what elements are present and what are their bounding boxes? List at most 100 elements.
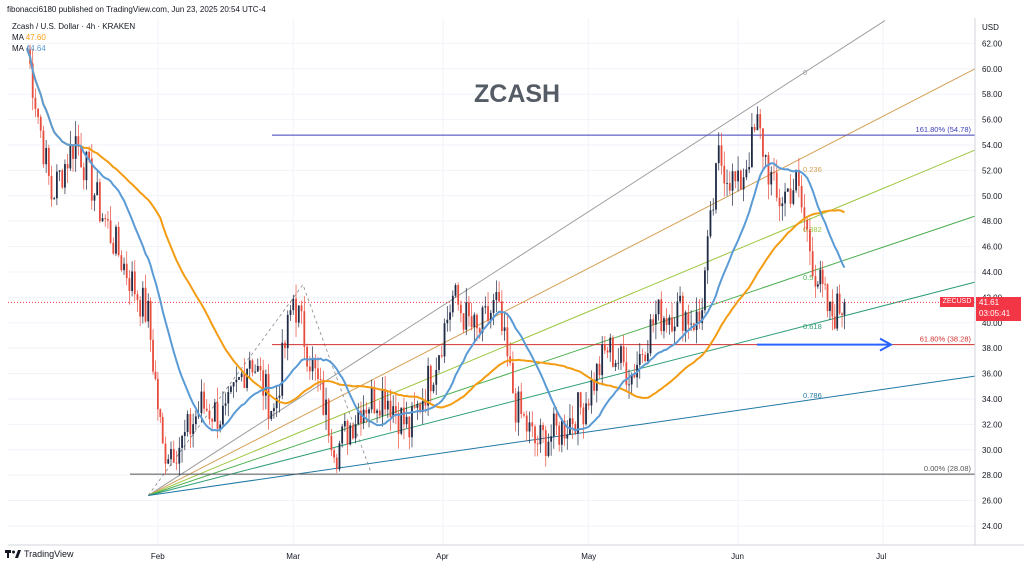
- candle-body: [638, 354, 641, 365]
- candle-body: [211, 419, 214, 422]
- candle-body: [657, 299, 660, 315]
- candle-body: [786, 188, 789, 192]
- ma1-legend[interactable]: MA 47.60: [12, 33, 46, 42]
- candle-body: [227, 391, 230, 404]
- ma2-value: 44.64: [25, 44, 46, 53]
- candle-body: [96, 182, 99, 196]
- candle-body: [349, 425, 352, 445]
- candle-body: [224, 403, 227, 406]
- candle-body: [61, 170, 64, 188]
- ma1-value: 47.60: [25, 33, 46, 42]
- fan-label: 0.786: [803, 391, 822, 400]
- candle-body: [93, 195, 96, 201]
- candle-body: [246, 368, 248, 388]
- candle-body: [42, 130, 45, 165]
- candle-body: [770, 171, 773, 185]
- candle-body: [58, 170, 61, 172]
- candle-body: [836, 293, 839, 329]
- candle-body: [797, 169, 800, 186]
- candle-body: [628, 384, 630, 386]
- candle-body: [775, 172, 778, 198]
- candle-body: [403, 407, 405, 425]
- candle-body: [164, 443, 167, 464]
- candle-body: [811, 251, 814, 277]
- candle-body: [646, 353, 649, 362]
- ma1-label: MA: [12, 33, 24, 42]
- candle-body: [178, 447, 181, 464]
- candle-body: [773, 171, 775, 173]
- candle-body: [438, 355, 440, 370]
- candle-body: [590, 379, 593, 406]
- candle-body: [587, 403, 590, 406]
- candle-body: [172, 449, 175, 463]
- x-tick-label: Mar: [286, 552, 300, 561]
- candle-body: [267, 374, 270, 419]
- candle-body: [563, 420, 566, 439]
- candle-body: [31, 63, 34, 98]
- candle-body: [221, 405, 224, 425]
- candle-body: [821, 269, 824, 284]
- y-tick-label: 44.00: [982, 268, 1003, 277]
- fib-level-label: 0.00% (28.08): [924, 464, 972, 473]
- y-tick-label: 34.00: [982, 395, 1003, 404]
- candle-body: [838, 293, 841, 314]
- candle-body: [649, 319, 652, 354]
- candle-body: [147, 300, 150, 322]
- candle-body: [133, 271, 136, 295]
- ticker-tag: ZECUSD: [940, 297, 974, 307]
- candle-body: [443, 323, 446, 357]
- candle-body: [273, 408, 275, 412]
- candle-body: [295, 298, 297, 323]
- candle-body: [800, 185, 803, 208]
- candle-body: [200, 391, 203, 414]
- candle-body: [701, 310, 704, 324]
- candle-body: [451, 295, 454, 313]
- candle-body: [550, 436, 553, 442]
- candle-body: [459, 304, 462, 314]
- candle-body: [495, 292, 498, 301]
- candle-body: [208, 410, 211, 420]
- candle-body: [109, 220, 112, 243]
- candle-body: [795, 169, 798, 191]
- candle-body: [219, 424, 222, 429]
- footer-brand[interactable]: TradingView: [5, 549, 74, 559]
- fan-label: 0.618: [803, 322, 822, 331]
- candle-body: [156, 378, 159, 410]
- candle-body: [644, 355, 647, 362]
- y-tick-label: 24.00: [982, 522, 1003, 531]
- candle-body: [154, 371, 157, 379]
- candle-body: [152, 339, 154, 372]
- candle-body: [389, 400, 392, 417]
- candle-body: [558, 425, 561, 445]
- candle-body: [609, 337, 612, 353]
- fib-level-label: 161.80% (54.78): [916, 125, 972, 134]
- candle-body: [673, 326, 676, 332]
- y-tick-label: 52.00: [982, 166, 1003, 175]
- candle-body: [739, 170, 742, 190]
- candle-body: [462, 313, 465, 330]
- candle-body: [392, 406, 395, 417]
- ma2-legend[interactable]: MA 44.64: [12, 44, 46, 53]
- candle-body: [351, 425, 354, 439]
- candle-body: [394, 406, 397, 414]
- candle-body: [286, 314, 289, 349]
- candle-body: [322, 379, 325, 415]
- candle-body: [421, 401, 424, 412]
- candle-body: [525, 415, 528, 432]
- candle-body: [620, 346, 622, 363]
- fan-line: [147, 68, 976, 496]
- candle-body: [170, 449, 172, 460]
- candle-body: [128, 278, 131, 291]
- candle-body: [633, 374, 636, 378]
- candle-body: [440, 355, 443, 357]
- x-tick-label: Apr: [436, 552, 449, 561]
- currency-label[interactable]: USD: [982, 23, 999, 32]
- candle-body: [446, 319, 449, 324]
- candle-body: [306, 346, 308, 367]
- candle-body: [82, 167, 85, 181]
- footer-brand-label: TradingView: [24, 549, 74, 559]
- candle-body: [767, 155, 770, 185]
- candle-body: [663, 318, 665, 332]
- candle-body: [354, 424, 357, 439]
